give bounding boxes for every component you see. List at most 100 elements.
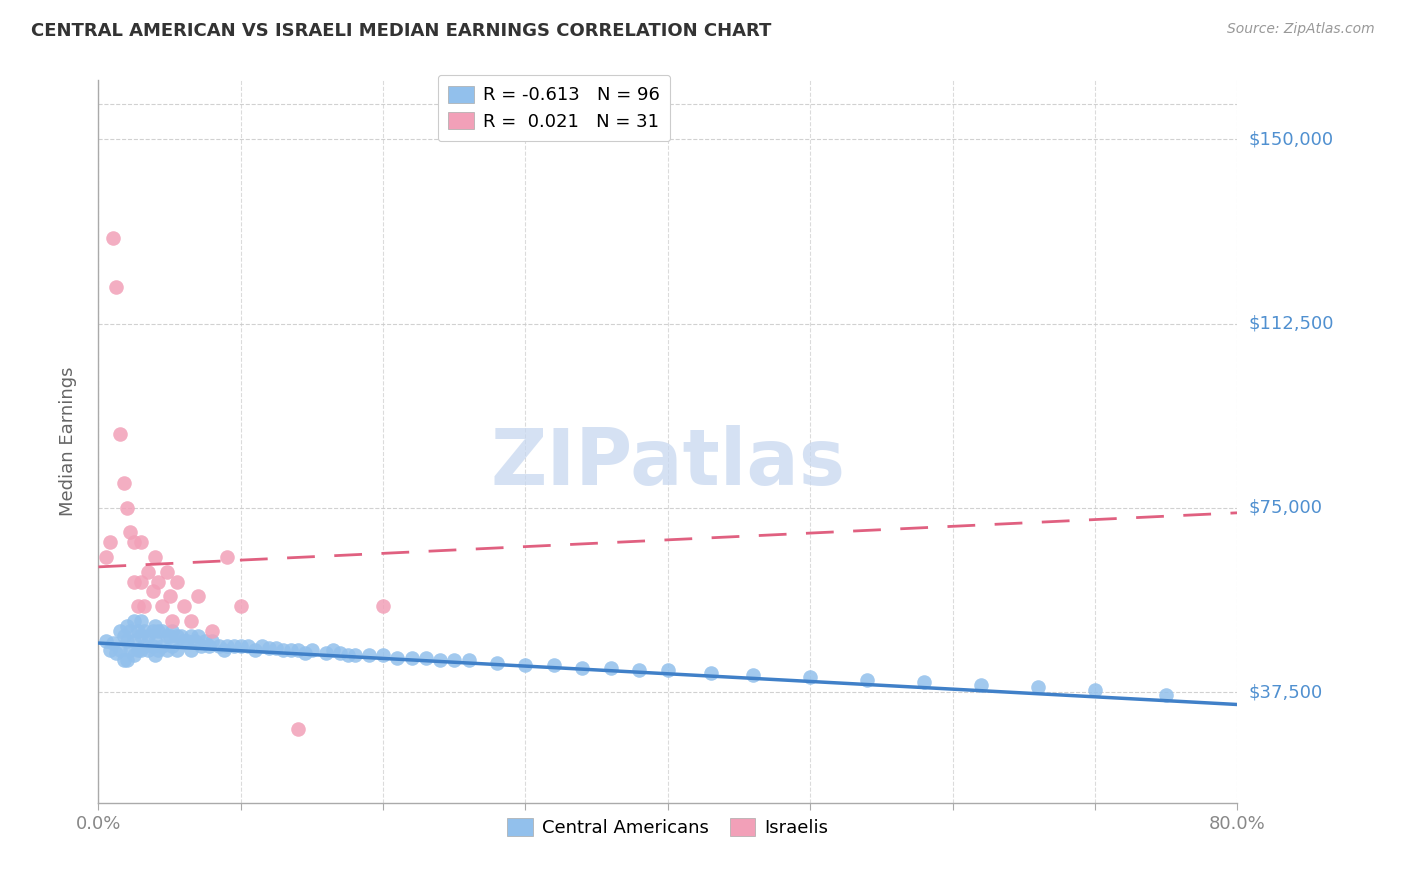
Point [122,614,145,628]
Point [280,643,302,657]
Point [159,590,181,604]
Point [173,633,195,648]
Text: $75,000: $75,000 [1249,499,1323,516]
Point [148,643,170,657]
Point [122,648,145,663]
Point [118,624,141,638]
Point [152,624,174,638]
Point [129,535,152,549]
Point [129,614,152,628]
Point [115,653,138,667]
Point [628,663,651,677]
Point [101,636,124,650]
Point [108,624,131,638]
Point [145,648,167,663]
Point [112,629,135,643]
Point [357,648,380,663]
Point [287,722,309,736]
Point [136,565,159,579]
Point [322,643,344,657]
Point [180,629,202,643]
Point [856,673,879,687]
Point [600,660,623,674]
Point [250,639,273,653]
Point [266,640,288,655]
Point [229,599,252,614]
Point [1154,688,1177,702]
Point [104,279,127,293]
Point [166,643,188,657]
Point [799,670,821,684]
Point [132,599,155,614]
Text: ZIPatlas: ZIPatlas [491,425,845,501]
Point [336,648,359,663]
Point [243,643,266,657]
Text: $150,000: $150,000 [1249,130,1333,148]
Point [129,643,152,657]
Point [108,427,131,442]
Point [118,643,141,657]
Point [187,629,209,643]
Text: Source: ZipAtlas.com: Source: ZipAtlas.com [1227,22,1375,37]
Point [201,633,224,648]
Point [145,619,167,633]
Point [912,675,935,690]
Point [373,599,395,614]
Point [215,549,238,564]
Point [115,500,138,515]
Point [162,624,184,638]
Point [129,574,152,589]
Point [127,643,149,657]
Text: $112,500: $112,500 [1249,315,1334,333]
Point [301,643,323,657]
Point [194,633,217,648]
Point [457,653,479,667]
Point [287,643,309,657]
Point [122,535,145,549]
Point [122,574,145,589]
Point [136,629,159,643]
Text: $37,500: $37,500 [1249,683,1323,701]
Point [115,619,138,633]
Legend: Central Americans, Israelis: Central Americans, Israelis [496,807,839,848]
Point [699,665,721,680]
Point [212,643,235,657]
Point [152,639,174,653]
Point [571,660,593,674]
Point [201,624,224,638]
Point [166,629,188,643]
Point [429,653,451,667]
Point [152,599,174,614]
Point [176,633,198,648]
Point [127,624,149,638]
Point [170,629,193,643]
Point [208,639,231,653]
Point [236,639,259,653]
Point [187,590,209,604]
Point [294,646,316,660]
Point [657,663,679,677]
Point [190,639,212,653]
Point [415,650,437,665]
Point [145,549,167,564]
Point [115,633,138,648]
Point [98,643,121,657]
Point [145,633,167,648]
Point [94,633,117,648]
Point [101,230,124,244]
Point [122,633,145,648]
Point [343,648,366,663]
Point [1084,682,1107,697]
Point [156,643,179,657]
Point [94,549,117,564]
Text: CENTRAL AMERICAN VS ISRAELI MEDIAN EARNINGS CORRELATION CHART: CENTRAL AMERICAN VS ISRAELI MEDIAN EARNI… [31,22,772,40]
Point [742,668,765,682]
Point [162,614,184,628]
Point [132,639,155,653]
Point [141,639,163,653]
Point [1026,681,1049,695]
Point [166,574,188,589]
Point [180,643,202,657]
Point [127,599,149,614]
Point [129,629,152,643]
